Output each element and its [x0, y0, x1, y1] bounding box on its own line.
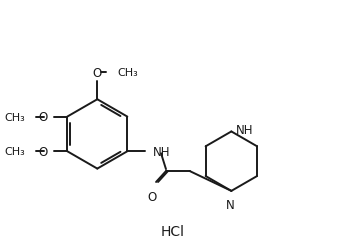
Text: HCl: HCl — [161, 224, 185, 238]
Text: O: O — [38, 111, 48, 123]
Text: NH: NH — [236, 123, 254, 136]
Text: NH: NH — [153, 145, 171, 158]
Text: CH₃: CH₃ — [4, 112, 25, 122]
Text: CH₃: CH₃ — [117, 68, 138, 78]
Text: O: O — [93, 67, 102, 80]
Text: N: N — [226, 198, 235, 211]
Text: CH₃: CH₃ — [4, 147, 25, 157]
Text: O: O — [38, 145, 48, 158]
Text: O: O — [147, 190, 157, 203]
